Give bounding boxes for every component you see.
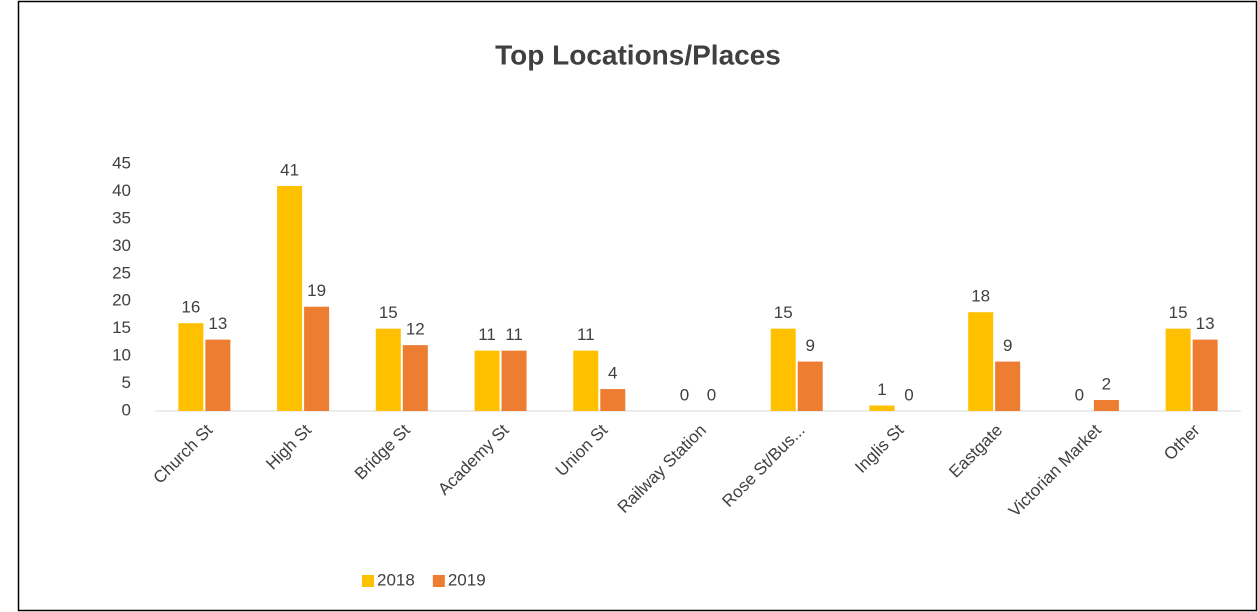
y-tick-label: 10 <box>112 346 131 365</box>
data-label: 2 <box>1102 375 1111 394</box>
bar <box>995 361 1021 411</box>
data-label: 0 <box>1075 385 1084 404</box>
data-label: 11 <box>577 325 595 344</box>
data-label: 13 <box>1196 314 1215 333</box>
bar <box>1093 400 1119 411</box>
y-tick-label: 45 <box>112 153 131 172</box>
y-tick-label: 0 <box>122 400 131 419</box>
chart-border <box>17 0 1258 612</box>
y-tick-label: 5 <box>122 373 131 392</box>
data-label: 0 <box>707 385 716 404</box>
legend-label: 2018 <box>377 570 415 589</box>
data-label: 0 <box>904 385 913 404</box>
legend-label: 2019 <box>448 570 486 589</box>
bar <box>501 350 527 411</box>
data-label: 0 <box>680 385 689 404</box>
y-tick-label: 35 <box>112 208 131 227</box>
bar <box>573 350 599 411</box>
bar <box>1192 339 1218 411</box>
bar <box>304 306 330 411</box>
bar <box>375 328 401 411</box>
data-label: 16 <box>181 298 200 317</box>
y-tick-label: 30 <box>112 236 131 255</box>
data-label: 19 <box>307 281 326 300</box>
bar <box>797 361 823 411</box>
data-label: 15 <box>379 303 398 322</box>
data-label: 15 <box>1169 303 1188 322</box>
data-label: 4 <box>608 364 617 383</box>
bar <box>600 389 626 411</box>
data-label: 18 <box>971 287 990 306</box>
chart-title: Top Locations/Places <box>495 39 781 70</box>
bar <box>474 350 500 411</box>
bar <box>1165 328 1191 411</box>
data-label: 41 <box>280 160 299 179</box>
bar <box>770 328 796 411</box>
data-label: 9 <box>805 336 814 355</box>
bar <box>968 312 994 411</box>
legend-swatch <box>362 575 374 587</box>
data-label: 11 <box>478 325 496 344</box>
data-label: 13 <box>208 314 227 333</box>
legend-swatch <box>432 575 445 587</box>
y-tick-label: 40 <box>112 181 131 200</box>
y-tick-label: 25 <box>112 263 131 282</box>
y-tick-label: 15 <box>112 318 131 337</box>
bar <box>277 185 303 411</box>
data-label: 12 <box>406 320 425 339</box>
bar <box>869 405 895 411</box>
bar <box>402 345 428 411</box>
y-tick-label: 20 <box>112 291 131 310</box>
data-label: 15 <box>774 303 793 322</box>
bar <box>178 323 204 411</box>
data-label: 1 <box>877 380 886 399</box>
bar <box>205 339 231 411</box>
data-label: 9 <box>1003 336 1012 355</box>
data-label: 11 <box>505 325 523 344</box>
